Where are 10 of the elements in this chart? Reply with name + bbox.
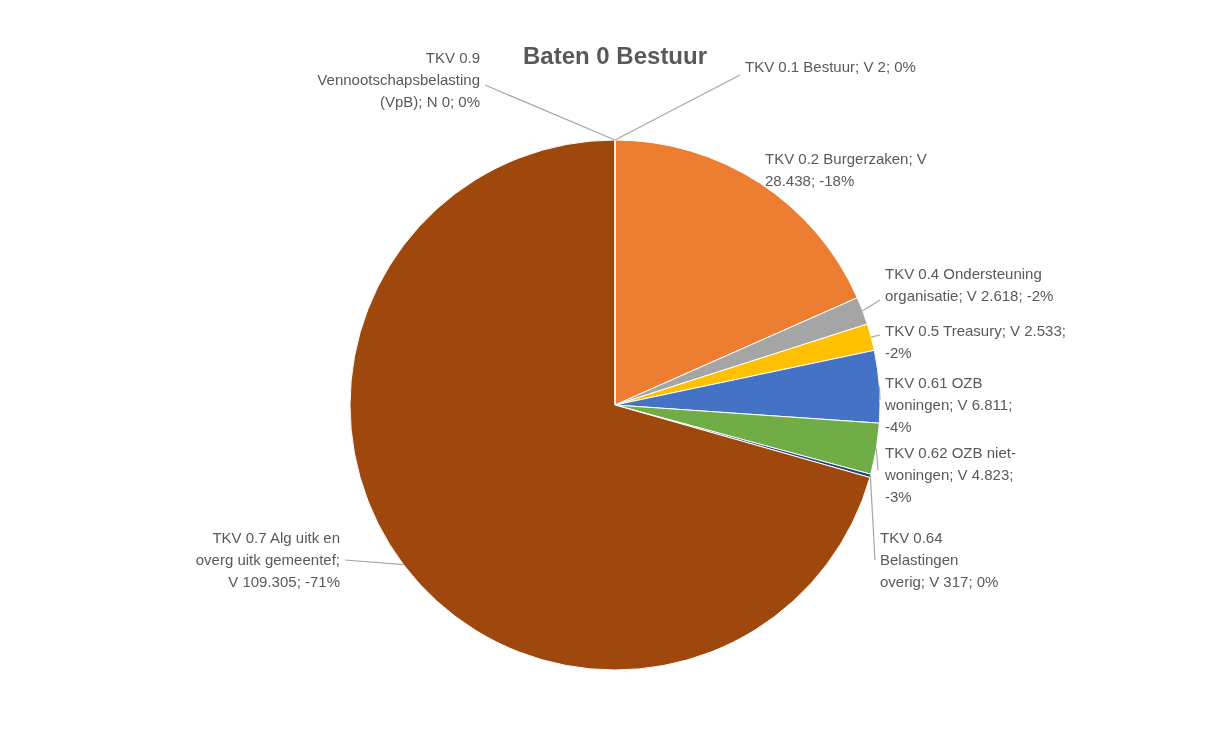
- category-label: TKV 0.9 Vennootschapsbelasting (VpB); N 0; 0%: [317, 49, 480, 110]
- slice-label: TKV 0.5 Treasury; V 2.533; -2%: [885, 322, 1066, 361]
- slice-label: TKV 0.4 Ondersteuning organisatie; V 2.618; -2%: [885, 265, 1054, 304]
- slice-label: TKV 0.62 OZB niet-woningen; V 4.823; -3%: [884, 444, 1016, 505]
- slice-label: TKV 0.1 Bestuur; V 2; 0%: [745, 58, 916, 75]
- slice-label: TKV 0.7 Alg uitk en overg uitk gemeentef; V 109.305; -71%: [195, 529, 340, 590]
- slice-label: TKV 0.61 OZB woningen; V 6.811; -4%: [884, 374, 1013, 435]
- chart-title: Baten 0 Bestuur: [522, 42, 708, 69]
- slice-label: TKV 0.2 Burgerzaken; V 28.438; -18%: [765, 150, 927, 189]
- slice-label: TKV 0.64 Belastingen overig; V 317; 0%: [880, 529, 999, 590]
